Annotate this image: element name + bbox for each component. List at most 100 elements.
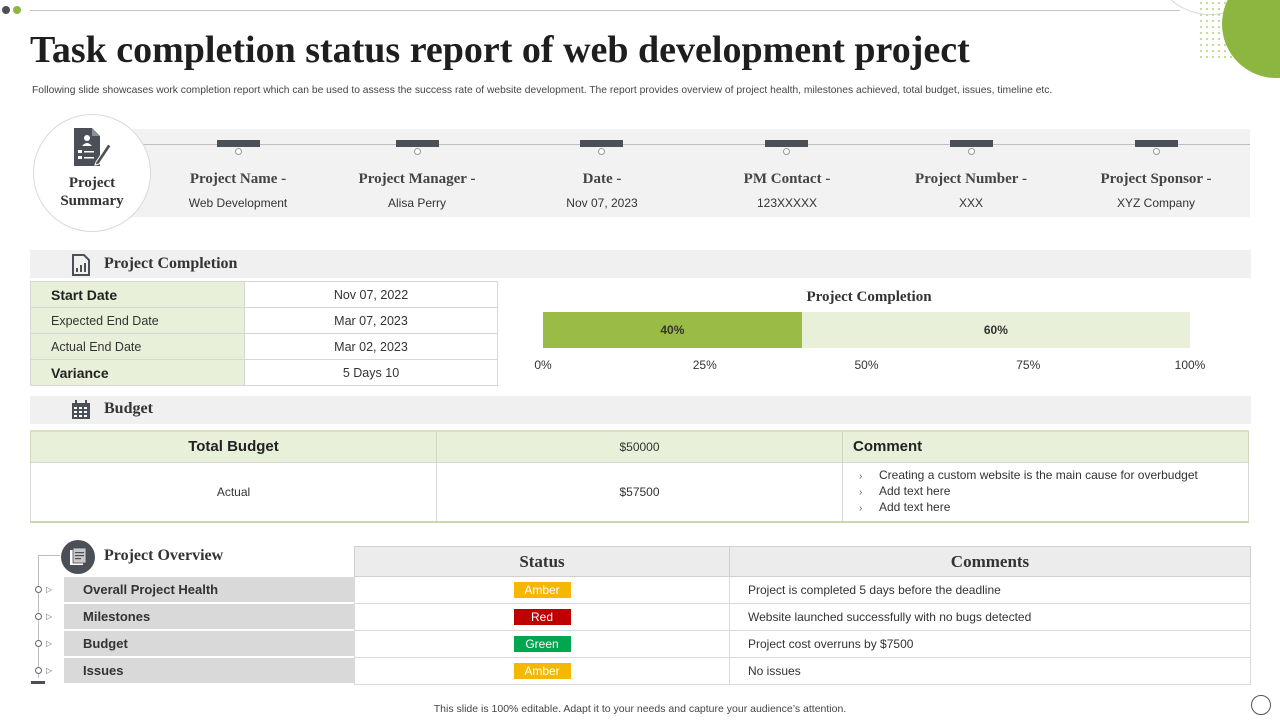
date-value: Nov 07, 2023	[566, 196, 638, 210]
table-row: Red Website launched successfully with n…	[354, 603, 1251, 631]
summary-marker	[765, 140, 808, 147]
play-arrow-icon: ▷	[46, 585, 53, 594]
status-badge: Red	[513, 609, 571, 625]
decor-dot-dark	[2, 6, 10, 14]
budget-table: Total Budget $50000 Comment Actual $5750…	[30, 430, 1249, 523]
chevron-right-icon: ›	[859, 486, 863, 498]
decor-dot-green	[13, 6, 21, 14]
variance-label: Variance	[30, 359, 245, 386]
comment-text: Add text here	[879, 483, 951, 498]
budget-section-title: Budget	[104, 400, 153, 417]
actual-label: Actual	[30, 461, 437, 523]
row-node	[35, 640, 42, 647]
row-node	[35, 613, 42, 620]
status-cell: Green	[354, 630, 730, 658]
project-manager-label: Project Manager -	[358, 171, 476, 187]
status-badge: Amber	[513, 663, 571, 679]
summary-marker-pin	[598, 148, 605, 155]
status-header: Status	[354, 546, 730, 577]
expected-end-date-label: Expected End Date	[30, 307, 245, 334]
start-date-value: Nov 07, 2022	[244, 281, 498, 308]
comment-text: Add text here	[879, 499, 951, 514]
milestones-label: Milestones	[64, 604, 354, 629]
project-name-label: Project Name -	[189, 171, 287, 187]
table-row: Expected End Date Mar 07, 2023	[30, 307, 498, 334]
chevron-right-icon: ›	[859, 470, 863, 482]
comment-cell: No issues	[729, 657, 1251, 685]
summary-marker	[396, 140, 439, 147]
summary-line	[140, 144, 1250, 145]
actual-end-date-label: Actual End Date	[30, 333, 245, 360]
overview-table: Status Comments Amber Project is complet…	[354, 546, 1251, 685]
pm-contact-label: PM Contact -	[743, 171, 831, 187]
chart-report-icon	[71, 254, 91, 281]
issues-label: Issues	[64, 658, 354, 683]
comment-cell: Project is completed 5 days before the d…	[729, 576, 1251, 604]
actual-end-date-value: Mar 02, 2023	[244, 333, 498, 360]
comment-header: Comment	[842, 430, 1249, 462]
footer-note: This slide is 100% editable. Adapt it to…	[433, 703, 847, 715]
overview-connector-line	[38, 555, 60, 556]
expected-end-date-value: Mar 07, 2023	[244, 307, 498, 334]
completion-table: Start Date Nov 07, 2022 Expected End Dat…	[30, 281, 498, 386]
total-budget-amount: $50000	[436, 430, 843, 462]
table-row: Amber Project is completed 5 days before…	[354, 576, 1251, 604]
comments-header: Comments	[729, 546, 1251, 577]
budget-section-bar	[30, 396, 1251, 424]
table-row: Variance 5 Days 10	[30, 359, 498, 386]
summary-heading-line1: Project	[68, 175, 116, 191]
summary-band	[120, 129, 1250, 217]
table-row: Actual End Date Mar 02, 2023	[30, 333, 498, 360]
page-subtitle: Following slide showcases work completio…	[32, 85, 1053, 96]
calendar-icon	[71, 400, 91, 425]
overview-section-title: Project Overview	[104, 547, 224, 564]
project-number-value: XXX	[958, 196, 983, 210]
corner-blob-decor	[1222, 0, 1280, 78]
budget-row-label: Budget	[64, 631, 354, 656]
row-node	[35, 586, 42, 593]
project-sponsor-value: XYZ Company	[1116, 196, 1196, 210]
x-tick-label: 100%	[1174, 358, 1206, 372]
overall-health-label: Overall Project Health	[64, 577, 354, 602]
bar-data-label: 40%	[660, 323, 685, 337]
list-item: › Add text here	[859, 484, 1248, 500]
corner-circle-decor	[1251, 695, 1271, 715]
comment-cell: Website launched successfully with no bu…	[729, 603, 1251, 631]
project-sponsor-label: Project Sponsor -	[1100, 171, 1212, 187]
completion-bar-chart: 40% 60%	[543, 312, 1190, 348]
document-icon	[70, 126, 112, 173]
completion-section-bar	[30, 250, 1251, 278]
x-tick-label: 0%	[534, 358, 552, 372]
play-arrow-icon: ▷	[46, 639, 53, 648]
status-cell: Red	[354, 603, 730, 631]
list-item: › Creating a custom website is the main c…	[859, 468, 1248, 484]
summary-marker	[950, 140, 993, 147]
summary-marker-pin	[968, 148, 975, 155]
total-budget-label: Total Budget	[30, 430, 437, 462]
chart-title: Project Completion	[806, 289, 932, 305]
status-cell: Amber	[354, 576, 730, 604]
actual-amount: $57500	[436, 461, 843, 523]
completion-section-title: Project Completion	[104, 255, 238, 272]
pm-contact-value: 123XXXXX	[756, 196, 818, 210]
comment-list: › Creating a custom website is the main c…	[859, 468, 1248, 516]
x-tick-label: 25%	[692, 358, 717, 372]
summary-heading-line2: Summary	[60, 193, 124, 209]
variance-value: 5 Days 10	[244, 359, 498, 386]
table-row: Start Date Nov 07, 2022	[30, 281, 498, 308]
table-row: Actual $57500 › Creating a custom website…	[30, 461, 1249, 523]
page-title: Task completion status report of web dev…	[30, 29, 970, 71]
budget-comments: › Creating a custom website is the main c…	[842, 461, 1249, 523]
project-number-label: Project Number -	[915, 171, 1027, 187]
summary-marker-pin	[235, 148, 242, 155]
x-tick-label: 75%	[1016, 358, 1041, 372]
status-badge: Green	[513, 636, 571, 652]
play-arrow-icon: ▷	[46, 666, 53, 675]
status-cell: Amber	[354, 657, 730, 685]
play-arrow-icon: ▷	[46, 612, 53, 621]
table-row: Amber No issues	[354, 657, 1251, 685]
start-date-label: Start Date	[30, 281, 245, 308]
table-row: Green Project cost overruns by $7500	[354, 630, 1251, 658]
comment-cell: Project cost overruns by $7500	[729, 630, 1251, 658]
chevron-right-icon: ›	[859, 502, 863, 514]
